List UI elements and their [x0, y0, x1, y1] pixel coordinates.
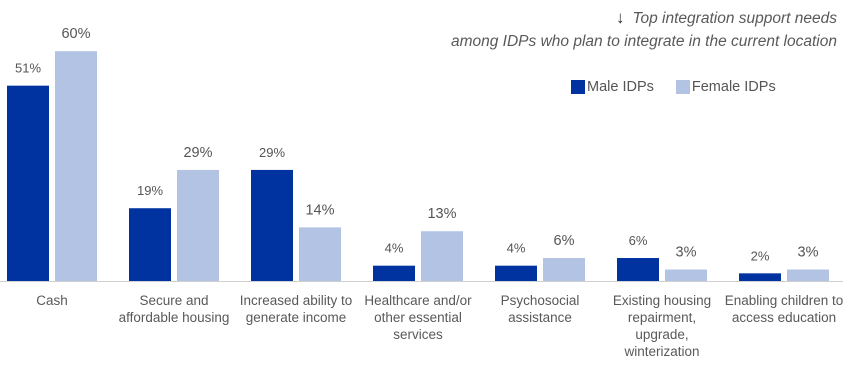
legend-swatch-male [571, 80, 585, 94]
data-label-male-idps-secure-and-affordable-housing: 19% [137, 183, 163, 198]
x-tick-label-secure-and-affordable-housing: Secure and affordable housing [118, 293, 230, 325]
bar-male-idps-existing-housing-repairment-upgrade-winterization [617, 258, 659, 281]
chart-title-line-1: ↓ Top integration support needs [451, 6, 837, 30]
bar-female-idps-psychosocial-assistance [543, 258, 585, 281]
bar-female-idps-enabling-children-to-access-education [787, 269, 829, 281]
x-tick-label-healthcare-and-or-other-essential-services: Healthcare and/or other essential servic… [364, 293, 472, 342]
data-label-female-idps-secure-and-affordable-housing: 29% [183, 145, 212, 161]
data-label-female-idps-existing-housing-repairment-upgrade-winterization: 3% [676, 245, 697, 261]
bar-female-idps-healthcare-and-or-other-essential-services [421, 231, 463, 281]
data-label-female-idps-enabling-children-to-access-education: 3% [798, 245, 819, 261]
data-label-male-idps-increased-ability-to-generate-income: 29% [259, 145, 285, 160]
data-label-female-idps-psychosocial-assistance: 6% [554, 233, 575, 249]
x-tick-label-psychosocial-assistance: Psychosocial assistance [500, 293, 580, 325]
legend-item-female: Female IDPs [675, 79, 776, 95]
bars-group [7, 51, 829, 282]
data-label-male-idps-cash: 51% [15, 61, 41, 76]
chart-title: ↓ Top integration support needs among IDP… [451, 6, 837, 53]
bar-male-idps-secure-and-affordable-housing [129, 208, 171, 281]
bar-male-idps-healthcare-and-or-other-essential-services [373, 265, 415, 281]
chart-title-line-2: among IDPs who plan to integrate in the … [450, 33, 837, 50]
bar-male-idps-cash [7, 85, 49, 281]
data-label-male-idps-enabling-children-to-access-education: 2% [751, 248, 770, 263]
bar-male-idps-psychosocial-assistance [495, 265, 537, 281]
legend-swatch-female [675, 80, 690, 94]
arrow-down-icon: ↓ [615, 8, 625, 27]
x-tick-label-enabling-children-to-access-education: Enabling children to access education [724, 293, 843, 325]
data-label-female-idps-cash: 60% [61, 26, 90, 42]
bar-female-idps-existing-housing-repairment-upgrade-winterization [665, 269, 707, 281]
legend-label-female: Female IDPs [691, 79, 776, 95]
data-label-female-idps-healthcare-and-or-other-essential-services: 13% [427, 206, 456, 222]
legend: Male IDPs Female IDPs [571, 79, 798, 95]
bar-female-idps-cash [55, 51, 97, 282]
data-label-female-idps-increased-ability-to-generate-income: 14% [305, 202, 334, 218]
bar-male-idps-enabling-children-to-access-education [739, 273, 781, 281]
x-tick-label-cash: Cash [36, 293, 68, 308]
legend-item-male: Male IDPs [571, 79, 654, 95]
x-tick-label-increased-ability-to-generate-income: Increased ability to generate income [239, 293, 353, 325]
data-labels-group: 51% 60% 19% 29% 29% 14% 4% 13% 4% 6% 6% 3% 2% 3% [15, 26, 819, 263]
legend-label-male: Male IDPs [587, 79, 654, 95]
bar-female-idps-secure-and-affordable-housing [177, 169, 219, 281]
bar-male-idps-increased-ability-to-generate-income [251, 169, 293, 281]
chart-title-text-1: Top integration support needs [632, 10, 837, 27]
data-label-male-idps-existing-housing-repairment-upgrade-winterization: 6% [629, 233, 648, 248]
data-label-male-idps-healthcare-and-or-other-essential-services: 4% [385, 241, 404, 256]
x-tick-label-existing-housing-repairment-upgrade-winterization: Existing housing repairment, upgrade, wi… [612, 293, 712, 359]
bar-female-idps-increased-ability-to-generate-income [299, 227, 341, 281]
data-label-male-idps-psychosocial-assistance: 4% [507, 241, 526, 256]
